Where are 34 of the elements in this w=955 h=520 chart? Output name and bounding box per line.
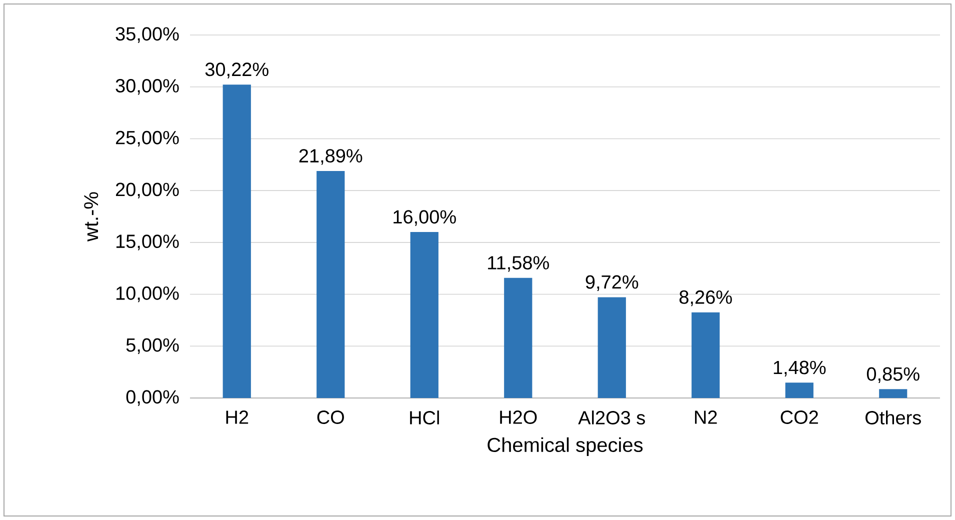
- data-label: 21,89%: [299, 149, 362, 165]
- y-tick-label: 20,00%: [116, 182, 179, 198]
- data-label: 9,72%: [586, 275, 638, 291]
- x-axis-title: Chemical species: [488, 437, 643, 456]
- data-label: 16,00%: [394, 210, 456, 226]
- x-tick-label: CO2: [780, 410, 818, 424]
- y-tick-label: 0,00%: [126, 390, 179, 406]
- y-tick-label: 10,00%: [116, 286, 179, 302]
- x-tick-label: CO: [317, 410, 344, 424]
- x-tick-label: HCl: [410, 410, 439, 424]
- y-tick-label: 30,00%: [116, 79, 179, 95]
- x-tick-label: H2: [226, 410, 248, 424]
- y-tick-label: 5,00%: [126, 338, 179, 354]
- y-axis-title: wt.-%: [84, 192, 98, 242]
- bar: [598, 297, 626, 398]
- y-tick-label: 25,00%: [116, 130, 179, 147]
- x-tick-label: N2: [695, 410, 717, 424]
- bar: [785, 382, 814, 398]
- bar: [316, 170, 345, 398]
- bar: [879, 389, 908, 398]
- bar: [222, 84, 251, 398]
- y-tick-label: 15,00%: [116, 234, 179, 250]
- x-tick-label: H2O: [500, 410, 537, 424]
- bar: [410, 232, 438, 398]
- data-label: 11,58%: [488, 256, 549, 272]
- data-label: 0,85%: [866, 367, 920, 383]
- data-label: 30,22%: [205, 62, 268, 78]
- bar: [504, 278, 532, 398]
- x-tick-label: Others: [866, 410, 921, 424]
- x-tick-label: Al2O3 s: [578, 410, 645, 424]
- y-tick-label: 35,00%: [116, 27, 179, 43]
- bar: [692, 312, 720, 398]
- data-label: 1,48%: [774, 360, 826, 376]
- data-label: 8,26%: [680, 290, 732, 306]
